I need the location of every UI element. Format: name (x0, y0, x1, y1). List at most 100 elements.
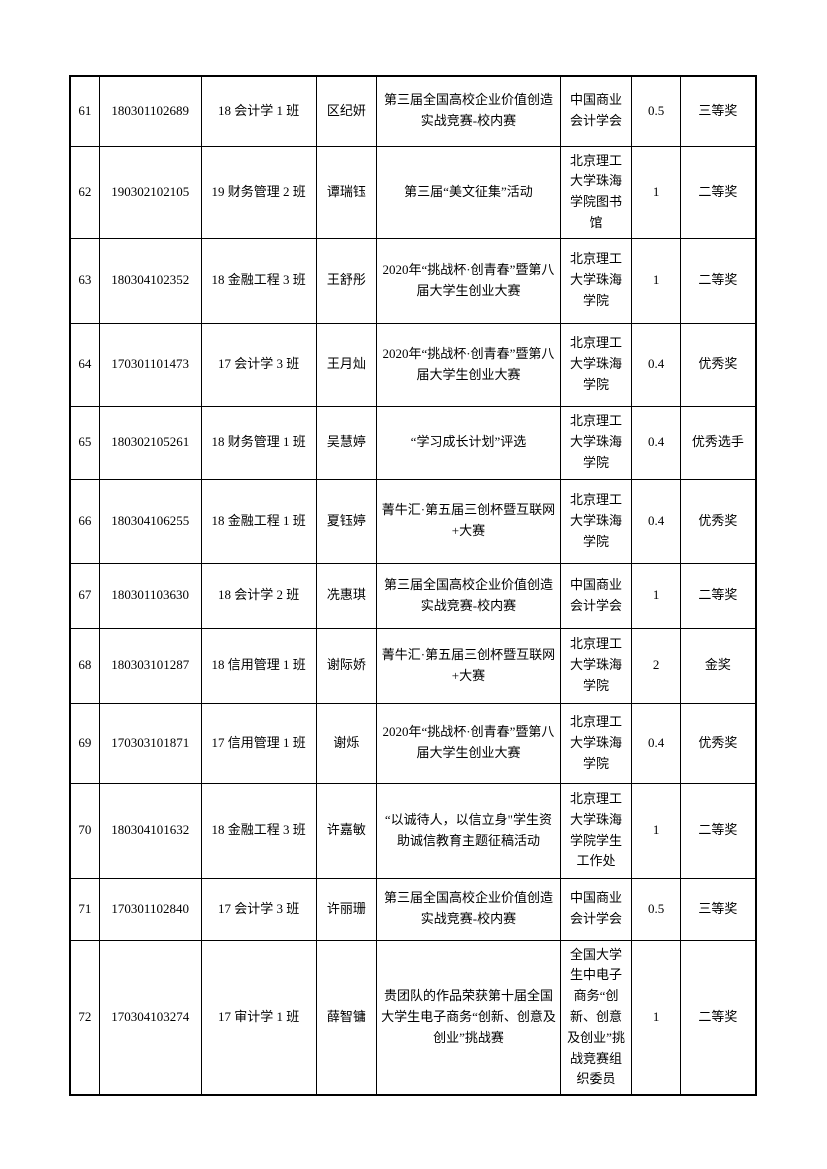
cell-row-number: 65 (69, 405, 100, 480)
cell-class: 18 金融工程 3 班 (200, 782, 317, 879)
cell-organizer: 北京理工大学珠海学院 (559, 237, 633, 324)
cell-award-level: 金奖 (679, 627, 757, 704)
cell-award-level: 二等奖 (679, 237, 757, 324)
cell-competition-name: 第三届全国高校企业价值创造实战竞赛-校内赛 (376, 877, 561, 941)
cell-organizer: 北京理工大学珠海学院学生工作处 (559, 782, 633, 879)
table-row: 62 190302102105 19 财务管理 2 班 谭瑞钰 第三届“美文征集… (69, 145, 757, 239)
cell-award-level: 优秀奖 (679, 322, 757, 407)
cell-student-name: 许丽珊 (315, 877, 378, 941)
cell-class: 19 财务管理 2 班 (200, 145, 317, 239)
table-row: 67 180301103630 18 会计学 2 班 冼惠琪 第三届全国高校企业… (69, 562, 757, 629)
cell-organizer: 北京理工大学珠海学院 (559, 702, 633, 784)
cell-class: 18 会计学 2 班 (200, 562, 317, 629)
cell-class: 17 信用管理 1 班 (200, 702, 317, 784)
cell-student-name: 吴慧婷 (315, 405, 378, 480)
cell-class: 18 信用管理 1 班 (200, 627, 317, 704)
cell-credit-value: 0.4 (631, 478, 681, 564)
cell-credit-value: 2 (631, 627, 681, 704)
cell-student-name: 谭瑞钰 (315, 145, 378, 239)
cell-credit-value: 0.4 (631, 702, 681, 784)
cell-award-level: 优秀选手 (679, 405, 757, 480)
cell-credit-value: 1 (631, 237, 681, 324)
cell-class: 17 会计学 3 班 (200, 322, 317, 407)
cell-competition-name: 菁牛汇·第五届三创杯暨互联网+大赛 (376, 478, 561, 564)
cell-student-name: 王舒彤 (315, 237, 378, 324)
cell-competition-name: “以诚待人，以信立身"学生资助诚信教育主题征稿活动 (376, 782, 561, 879)
table-row: 70 180304101632 18 金融工程 3 班 许嘉敏 “以诚待人，以信… (69, 782, 757, 879)
cell-award-level: 二等奖 (679, 782, 757, 879)
cell-row-number: 62 (69, 145, 100, 239)
cell-organizer: 中国商业会计学会 (559, 75, 633, 147)
cell-class: 18 财务管理 1 班 (200, 405, 317, 480)
cell-student-name: 许嘉敏 (315, 782, 378, 879)
table-row: 69 170303101871 17 信用管理 1 班 谢烁 2020年“挑战杯… (69, 702, 757, 784)
cell-competition-name: 2020年“挑战杯·创青春”暨第八届大学生创业大赛 (376, 237, 561, 324)
cell-student-id: 180303101287 (98, 627, 202, 704)
cell-award-level: 二等奖 (679, 939, 757, 1096)
awards-table-body: 61 180301102689 18 会计学 1 班 区纪妍 第三届全国高校企业… (69, 75, 757, 1096)
cell-row-number: 66 (69, 478, 100, 564)
table-row: 68 180303101287 18 信用管理 1 班 谢际娇 菁牛汇·第五届三… (69, 627, 757, 704)
table-row: 61 180301102689 18 会计学 1 班 区纪妍 第三届全国高校企业… (69, 75, 757, 147)
cell-student-name: 王月灿 (315, 322, 378, 407)
cell-competition-name: 贵团队的作品荣获第十届全国大学生电子商务“创新、创意及创业”挑战赛 (376, 939, 561, 1096)
cell-row-number: 63 (69, 237, 100, 324)
cell-competition-name: 2020年“挑战杯·创青春”暨第八届大学生创业大赛 (376, 322, 561, 407)
table-row: 72 170304103274 17 审计学 1 班 薛智镛 贵团队的作品荣获第… (69, 939, 757, 1096)
cell-student-name: 谢烁 (315, 702, 378, 784)
cell-row-number: 72 (69, 939, 100, 1096)
cell-credit-value: 0.5 (631, 877, 681, 941)
cell-award-level: 优秀奖 (679, 702, 757, 784)
cell-student-id: 170301101473 (98, 322, 202, 407)
cell-award-level: 优秀奖 (679, 478, 757, 564)
cell-student-name: 谢际娇 (315, 627, 378, 704)
cell-student-id: 180301103630 (98, 562, 202, 629)
table-row: 65 180302105261 18 财务管理 1 班 吴慧婷 “学习成长计划”… (69, 405, 757, 480)
cell-student-id: 180301102689 (98, 75, 202, 147)
cell-competition-name: 菁牛汇·第五届三创杯暨互联网+大赛 (376, 627, 561, 704)
table-row: 71 170301102840 17 会计学 3 班 许丽珊 第三届全国高校企业… (69, 877, 757, 941)
cell-student-id: 180304102352 (98, 237, 202, 324)
cell-student-name: 区纪妍 (315, 75, 378, 147)
cell-credit-value: 1 (631, 782, 681, 879)
cell-class: 17 审计学 1 班 (200, 939, 317, 1096)
cell-student-name: 冼惠琪 (315, 562, 378, 629)
cell-student-id: 180302105261 (98, 405, 202, 480)
cell-competition-name: 2020年“挑战杯·创青春”暨第八届大学生创业大赛 (376, 702, 561, 784)
cell-credit-value: 0.4 (631, 322, 681, 407)
cell-award-level: 三等奖 (679, 877, 757, 941)
cell-student-name: 薛智镛 (315, 939, 378, 1096)
cell-student-id: 190302102105 (98, 145, 202, 239)
cell-competition-name: 第三届“美文征集”活动 (376, 145, 561, 239)
cell-organizer: 中国商业会计学会 (559, 877, 633, 941)
cell-organizer: 北京理工大学珠海学院 (559, 478, 633, 564)
table-row: 63 180304102352 18 金融工程 3 班 王舒彤 2020年“挑战… (69, 237, 757, 324)
cell-row-number: 61 (69, 75, 100, 147)
cell-competition-name: “学习成长计划”评选 (376, 405, 561, 480)
cell-row-number: 68 (69, 627, 100, 704)
cell-student-id: 170301102840 (98, 877, 202, 941)
cell-class: 18 金融工程 1 班 (200, 478, 317, 564)
cell-class: 17 会计学 3 班 (200, 877, 317, 941)
cell-row-number: 71 (69, 877, 100, 941)
cell-competition-name: 第三届全国高校企业价值创造实战竞赛-校内赛 (376, 75, 561, 147)
cell-credit-value: 1 (631, 145, 681, 239)
cell-organizer: 北京理工大学珠海学院 (559, 405, 633, 480)
cell-row-number: 64 (69, 322, 100, 407)
awards-table: 61 180301102689 18 会计学 1 班 区纪妍 第三届全国高校企业… (69, 75, 757, 1097)
cell-organizer: 北京理工大学珠海学院 (559, 627, 633, 704)
cell-student-id: 180304106255 (98, 478, 202, 564)
cell-student-id: 170303101871 (98, 702, 202, 784)
cell-row-number: 69 (69, 702, 100, 784)
cell-student-id: 170304103274 (98, 939, 202, 1096)
cell-credit-value: 0.5 (631, 75, 681, 147)
cell-credit-value: 0.4 (631, 405, 681, 480)
cell-award-level: 三等奖 (679, 75, 757, 147)
cell-class: 18 会计学 1 班 (200, 75, 317, 147)
cell-organizer: 全国大学生中电子商务“创新、创意及创业”挑战竞赛组织委员 (559, 939, 633, 1096)
cell-student-name: 夏钰婷 (315, 478, 378, 564)
cell-row-number: 70 (69, 782, 100, 879)
cell-student-id: 180304101632 (98, 782, 202, 879)
cell-credit-value: 1 (631, 562, 681, 629)
